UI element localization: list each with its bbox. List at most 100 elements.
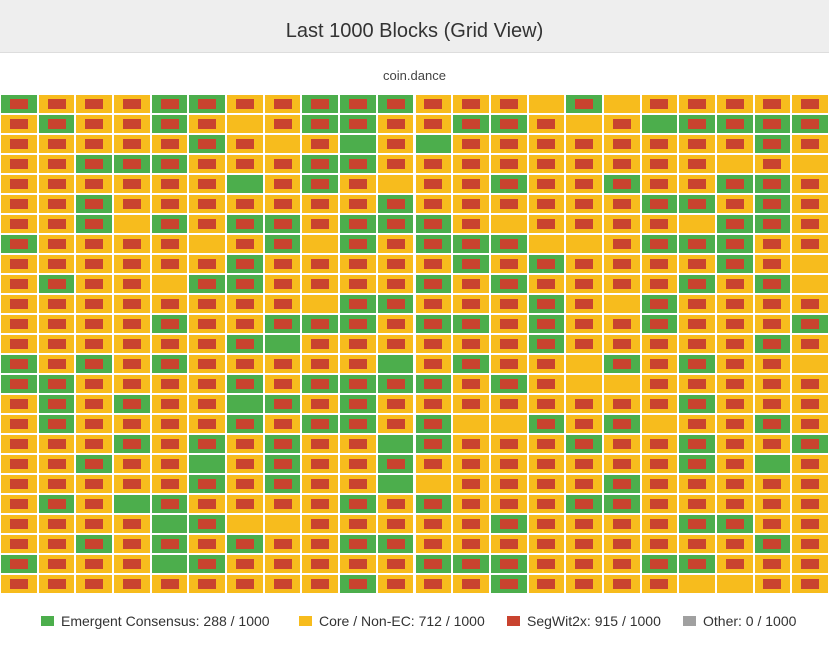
segwit2x-mark — [348, 99, 367, 109]
segwit2x-mark — [763, 399, 782, 409]
block-cell — [452, 334, 490, 354]
segwit2x-mark — [235, 199, 254, 209]
segwit2x-mark — [160, 379, 179, 389]
block-cell — [791, 254, 829, 274]
block-cell — [602, 174, 641, 194]
segwit2x-mark — [499, 239, 518, 249]
legend-item-core-non-ec[interactable]: Core / Non-EC: 712 / 1000 — [299, 613, 485, 629]
block-cell — [0, 294, 38, 314]
block-cell — [376, 494, 415, 514]
block-cell — [75, 174, 114, 194]
block-cell — [301, 354, 340, 374]
block-cell — [791, 414, 829, 434]
block-cell — [753, 114, 792, 134]
segwit2x-mark — [348, 539, 367, 549]
block-cell — [791, 454, 829, 474]
block-cell — [414, 514, 453, 534]
block-cell — [0, 394, 38, 414]
block-cell — [602, 474, 641, 494]
block-cell — [753, 394, 792, 414]
segwit2x-mark — [424, 119, 443, 129]
block-cell — [414, 234, 453, 254]
segwit2x-mark — [311, 499, 330, 509]
block-cell — [565, 114, 603, 134]
block-cell — [414, 314, 453, 334]
block-cell — [75, 154, 114, 174]
segwit2x-mark — [612, 559, 631, 569]
block-cell — [452, 534, 490, 554]
segwit2x-mark — [85, 439, 104, 449]
segwit2x-mark — [801, 299, 820, 309]
segwit2x-mark — [763, 579, 782, 589]
block-cell — [414, 274, 453, 294]
segwit2x-mark — [85, 99, 104, 109]
segwit2x-mark — [499, 479, 518, 489]
segwit2x-mark — [122, 399, 141, 409]
segwit2x-mark — [612, 179, 631, 189]
segwit2x-mark — [47, 279, 66, 289]
segwit2x-mark — [198, 539, 217, 549]
segwit2x-mark — [801, 479, 820, 489]
block-cell — [188, 94, 227, 114]
block-cell — [0, 314, 38, 334]
segwit2x-mark — [122, 479, 141, 489]
block-cell — [715, 274, 754, 294]
segwit2x-mark — [386, 259, 405, 269]
block-cell — [565, 334, 603, 354]
segwit2x-mark — [688, 359, 707, 369]
block-cell — [376, 114, 415, 134]
segwit2x-mark — [160, 359, 179, 369]
block-cell — [226, 534, 264, 554]
block-cell — [715, 474, 754, 494]
segwit2x-mark — [9, 479, 28, 489]
block-cell — [113, 114, 151, 134]
block-cell — [452, 134, 490, 154]
block-cell — [376, 174, 415, 194]
legend-item-emergent-consensus[interactable]: Emergent Consensus: 288 / 1000 — [41, 613, 270, 629]
segwit2x-mark — [688, 419, 707, 429]
block-cell — [113, 554, 151, 574]
block-cell — [753, 214, 792, 234]
segwit2x-mark — [160, 299, 179, 309]
segwit2x-mark — [198, 379, 217, 389]
segwit2x-mark — [198, 139, 217, 149]
block-cell — [339, 354, 377, 374]
segwit2x-mark — [763, 339, 782, 349]
block-cell — [791, 514, 829, 534]
block-cell — [527, 474, 566, 494]
block-cell — [715, 214, 754, 234]
segwit2x-mark — [424, 379, 443, 389]
segwit2x-mark — [273, 199, 292, 209]
block-cell — [489, 534, 528, 554]
legend-item-segwit2x[interactable]: SegWit2x: 915 / 1000 — [507, 613, 661, 629]
segwit2x-mark — [122, 139, 141, 149]
segwit2x-mark — [612, 479, 631, 489]
segwit2x-mark — [575, 319, 594, 329]
block-cell — [565, 534, 603, 554]
segwit2x-mark — [537, 279, 556, 289]
block-cell — [489, 214, 528, 234]
segwit2x-mark — [47, 539, 66, 549]
segwit2x-mark — [85, 539, 104, 549]
block-cell — [37, 274, 76, 294]
block-cell — [414, 394, 453, 414]
block-cell — [452, 354, 490, 374]
segwit2x-mark — [386, 519, 405, 529]
block-cell — [715, 334, 754, 354]
block-cell — [753, 414, 792, 434]
block-cell — [150, 154, 189, 174]
segwit2x-mark — [160, 339, 179, 349]
segwit2x-mark — [273, 99, 292, 109]
block-cell — [188, 474, 227, 494]
legend-item-other[interactable]: Other: 0 / 1000 — [683, 613, 796, 629]
block-cell — [715, 234, 754, 254]
chart-title: Last 1000 Blocks (Grid View) — [285, 20, 544, 42]
segwit2x-mark — [763, 419, 782, 429]
segwit2x-mark — [537, 399, 556, 409]
segwit2x-mark — [311, 359, 330, 369]
segwit2x-mark — [763, 479, 782, 489]
block-cell — [188, 214, 227, 234]
segwit2x-mark — [462, 279, 480, 289]
segwit2x-mark — [650, 579, 669, 589]
segwit2x-mark — [47, 459, 66, 469]
